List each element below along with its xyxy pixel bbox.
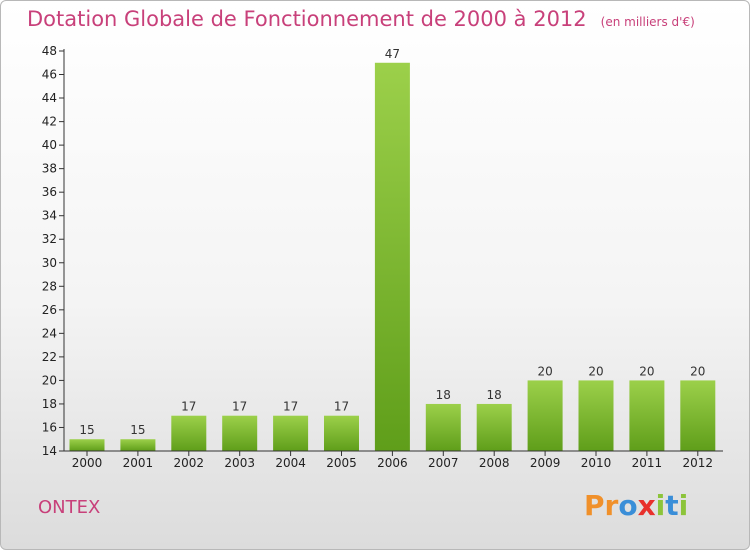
bar xyxy=(476,403,512,451)
chart-title: Dotation Globale de Fonctionnement de 20… xyxy=(27,7,695,31)
bar xyxy=(171,415,207,451)
bar xyxy=(273,415,309,451)
proxiti-logo: Proxiti xyxy=(584,489,688,522)
axes-group: 14 16 18 20 22 24 26 28 30 32 34 36 38 40 42 44 46 48 2000… xyxy=(42,44,723,470)
bar xyxy=(222,415,258,451)
y-tick-label: 36 xyxy=(42,185,57,199)
bar xyxy=(425,403,461,451)
x-tick-label: 2012 xyxy=(683,456,714,470)
commune-name: ONTEX xyxy=(38,497,101,518)
bars-group: 15 15 17 17 17 17 47 18 18 20 20 20 20 xyxy=(69,47,716,451)
y-tick-label: 44 xyxy=(42,91,57,105)
y-tick-label: 24 xyxy=(42,326,57,340)
x-tick-label: 2002 xyxy=(174,456,205,470)
bar xyxy=(527,380,563,451)
bar-value-label: 17 xyxy=(181,400,196,414)
bar xyxy=(324,415,359,451)
y-tick-label: 34 xyxy=(42,209,57,223)
y-tick-label: 46 xyxy=(42,68,57,82)
logo-letter: t xyxy=(665,489,679,522)
logo-letter: i xyxy=(655,489,666,522)
bar-value-label: 20 xyxy=(588,364,603,378)
x-tick-label: 2010 xyxy=(581,456,612,470)
y-tick-label: 14 xyxy=(42,444,57,458)
y-tick-label: 26 xyxy=(42,303,57,317)
y-tick-label: 48 xyxy=(42,44,57,58)
logo-letter: r xyxy=(604,489,619,522)
x-tick-label: 2003 xyxy=(224,456,255,470)
y-tick-label: 32 xyxy=(42,232,57,246)
bar-value-label: 47 xyxy=(385,47,400,61)
bar-value-label: 15 xyxy=(79,423,94,437)
x-tick-label: 2005 xyxy=(326,456,357,470)
x-tick-label: 2007 xyxy=(428,456,459,470)
bar xyxy=(374,62,410,451)
bar-value-label: 20 xyxy=(537,364,552,378)
bar-value-label: 20 xyxy=(639,364,654,378)
bar xyxy=(680,380,716,451)
logo-letter: P xyxy=(584,489,605,522)
y-tick-label: 40 xyxy=(42,138,57,152)
title-text: Dotation Globale de Fonctionnement de 20… xyxy=(27,7,587,31)
logo-letter: x xyxy=(637,489,656,522)
x-tick-label: 2008 xyxy=(479,456,510,470)
y-tick-label: 20 xyxy=(42,373,57,387)
bar xyxy=(69,439,105,451)
bar xyxy=(629,380,665,451)
x-tick-label: 2009 xyxy=(530,456,561,470)
bar-value-label: 18 xyxy=(436,388,451,402)
x-tick-label: 2004 xyxy=(275,456,306,470)
y-tick-label: 42 xyxy=(42,115,57,129)
x-tick-label: 2011 xyxy=(632,456,663,470)
y-tick-label: 22 xyxy=(42,350,57,364)
bar-value-label: 17 xyxy=(283,400,298,414)
y-tick-label: 18 xyxy=(42,397,57,411)
x-tick-label: 2006 xyxy=(377,456,408,470)
bar-value-label: 17 xyxy=(334,400,349,414)
y-tick-label: 38 xyxy=(42,162,57,176)
bar-value-label: 18 xyxy=(487,388,502,402)
bar xyxy=(120,439,156,451)
bar xyxy=(578,380,614,451)
y-tick-label: 30 xyxy=(42,256,57,270)
y-tick-label: 16 xyxy=(42,420,57,434)
bar-value-label: 20 xyxy=(690,364,705,378)
x-tick-label: 2001 xyxy=(123,456,154,470)
logo-letter: o xyxy=(618,489,638,522)
unit-label: (en milliers d'€) xyxy=(600,15,695,29)
y-tick-label: 28 xyxy=(42,279,57,293)
bar-value-label: 17 xyxy=(232,400,247,414)
logo-letter: i xyxy=(678,489,689,522)
x-tick-label: 2000 xyxy=(72,456,103,470)
bar-value-label: 15 xyxy=(130,423,145,437)
